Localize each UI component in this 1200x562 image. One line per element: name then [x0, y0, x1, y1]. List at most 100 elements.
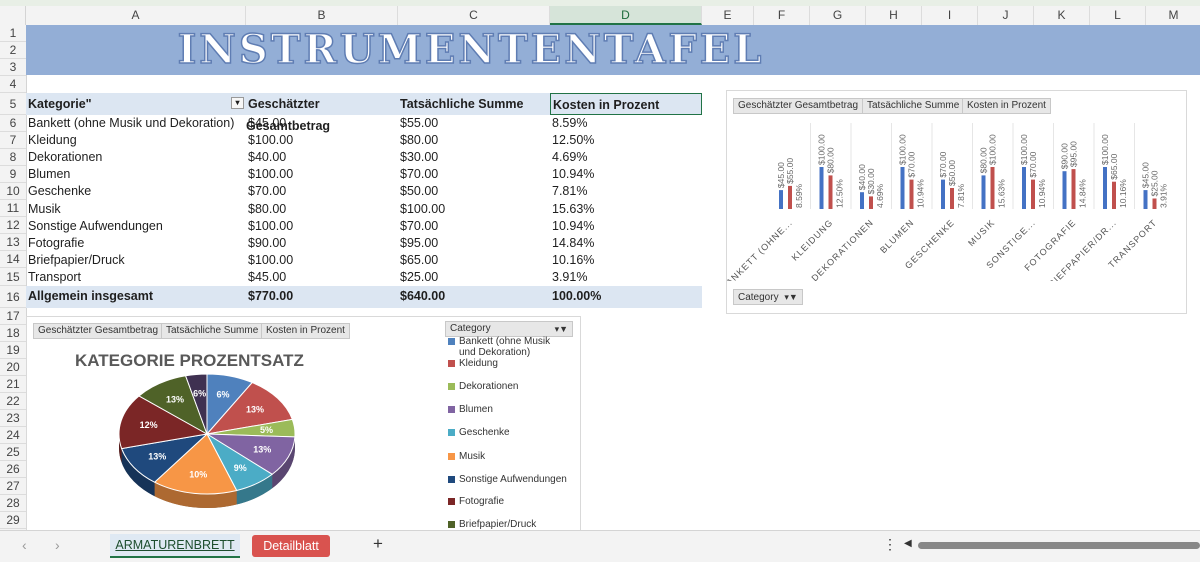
bar-chart-panel[interactable]: Geschätzter Gesamtbetrag Tatsächliche Su…	[726, 90, 1187, 314]
column-header-k[interactable]: K	[1034, 6, 1090, 25]
row-header-28[interactable]: 28	[0, 495, 26, 512]
row-header-15[interactable]: 15	[0, 268, 26, 286]
category-filter-button[interactable]: Category ▾▼	[733, 289, 803, 305]
table-cell[interactable]: Bankett (ohne Musik und Dekoration)	[28, 115, 234, 132]
table-cell[interactable]: $100.00	[248, 166, 293, 183]
row-header-1[interactable]: 1	[0, 25, 26, 42]
legend-item[interactable]: Briefpapier/Druck	[448, 519, 536, 530]
total-percent[interactable]: 100.00%	[552, 288, 601, 305]
row-header-5[interactable]: 5	[0, 93, 26, 115]
scroll-tabs-left-icon[interactable]: ‹	[22, 537, 27, 553]
table-cell[interactable]: $90.00	[248, 235, 286, 252]
legend-item[interactable]: Dekorationen	[448, 381, 518, 392]
column-header-e[interactable]: E	[702, 6, 754, 25]
total-estimated[interactable]: $770.00	[248, 288, 293, 305]
horizontal-scrollbar[interactable]	[918, 542, 1200, 549]
legend-item[interactable]: Geschenke	[448, 427, 510, 438]
sheet-tab-detailblatt[interactable]: Detailblatt	[252, 535, 330, 557]
table-cell[interactable]: $100.00	[248, 218, 293, 235]
column-header-b[interactable]: B	[246, 6, 398, 25]
row-header-4[interactable]: 4	[0, 76, 26, 93]
table-cell[interactable]: Dekorationen	[28, 149, 102, 166]
row-header-11[interactable]: 11	[0, 200, 26, 217]
table-cell[interactable]: $80.00	[248, 201, 286, 218]
table-cell[interactable]: 8.59%	[552, 115, 587, 132]
row-header-12[interactable]: 12	[0, 217, 26, 234]
column-header-i[interactable]: I	[922, 6, 978, 25]
table-cell[interactable]: Briefpapier/Druck	[28, 252, 125, 269]
add-sheet-button[interactable]: +	[373, 534, 383, 554]
table-cell[interactable]: $100.00	[400, 201, 445, 218]
table-cell[interactable]: Fotografie	[28, 235, 84, 252]
filter-dropdown-icon[interactable]: ▾	[231, 97, 244, 109]
row-header-18[interactable]: 18	[0, 325, 26, 342]
table-cell[interactable]: Transport	[28, 269, 81, 286]
legend-item[interactable]: Kleidung	[448, 358, 498, 369]
row-header-23[interactable]: 23	[0, 410, 26, 427]
row-header-16[interactable]: 16	[0, 286, 26, 308]
row-header-22[interactable]: 22	[0, 393, 26, 410]
row-header-7[interactable]: 7	[0, 132, 26, 149]
legend-item[interactable]: Sonstige Aufwendungen	[448, 474, 567, 485]
legend-item[interactable]: Musik	[448, 451, 485, 462]
table-cell[interactable]: 4.69%	[552, 149, 587, 166]
table-cell[interactable]: $40.00	[248, 149, 286, 166]
row-header-17[interactable]: 17	[0, 308, 26, 325]
header-estimated[interactable]: Geschätzter Gesamtbetrag	[246, 93, 398, 115]
table-cell[interactable]: $25.00	[400, 269, 438, 286]
table-cell[interactable]: $70.00	[400, 166, 438, 183]
column-header-d[interactable]: D	[550, 6, 702, 25]
row-header-27[interactable]: 27	[0, 478, 26, 495]
table-cell[interactable]: Blumen	[28, 166, 70, 183]
sheet-tab-armaturenbrett[interactable]: ARMATURENBRETT	[110, 534, 240, 558]
total-actual[interactable]: $640.00	[400, 288, 445, 305]
column-header-f[interactable]: F	[754, 6, 810, 25]
row-header-8[interactable]: 8	[0, 149, 26, 166]
row-header-26[interactable]: 26	[0, 461, 26, 478]
column-header-l[interactable]: L	[1090, 6, 1146, 25]
table-cell[interactable]: 12.50%	[552, 132, 594, 149]
column-header-h[interactable]: H	[866, 6, 922, 25]
pie-field-button-actual[interactable]: Tatsächliche Summe	[161, 323, 263, 339]
column-header-j[interactable]: J	[978, 6, 1034, 25]
pie-field-button-estimated[interactable]: Geschätzter Gesamtbetrag	[33, 323, 163, 339]
table-cell[interactable]: 7.81%	[552, 183, 587, 200]
row-header-9[interactable]: 9	[0, 166, 26, 183]
legend-item[interactable]: Fotografie	[448, 496, 504, 507]
table-cell[interactable]: $80.00	[400, 132, 438, 149]
row-header-19[interactable]: 19	[0, 342, 26, 359]
pie-field-button-percent[interactable]: Kosten in Prozent	[261, 323, 350, 339]
table-cell[interactable]: $100.00	[248, 132, 293, 149]
column-header-c[interactable]: C	[398, 6, 550, 25]
column-header-m[interactable]: M	[1146, 6, 1200, 25]
table-cell[interactable]: 10.94%	[552, 218, 594, 235]
select-all-corner[interactable]	[0, 6, 26, 25]
scroll-left-arrow-icon[interactable]: ◀	[904, 538, 912, 549]
table-cell[interactable]: $100.00	[248, 252, 293, 269]
row-header-25[interactable]: 25	[0, 444, 26, 461]
row-header-2[interactable]: 2	[0, 42, 26, 59]
row-header-14[interactable]: 14	[0, 251, 26, 268]
row-header-20[interactable]: 20	[0, 359, 26, 376]
row-header-6[interactable]: 6	[0, 115, 26, 132]
table-cell[interactable]: $45.00	[248, 269, 286, 286]
table-cell[interactable]: $55.00	[400, 115, 438, 132]
scroll-tabs-right-icon[interactable]: ›	[55, 537, 60, 553]
row-header-29[interactable]: 29	[0, 512, 26, 529]
row-header-10[interactable]: 10	[0, 183, 26, 200]
table-cell[interactable]: Musik	[28, 201, 61, 218]
table-cell[interactable]: Sonstige Aufwendungen	[28, 218, 163, 235]
table-cell[interactable]: $65.00	[400, 252, 438, 269]
table-cell[interactable]: 3.91%	[552, 269, 587, 286]
table-cell[interactable]: $70.00	[400, 218, 438, 235]
table-cell[interactable]: Kleidung	[28, 132, 77, 149]
table-cell[interactable]: $95.00	[400, 235, 438, 252]
table-cell[interactable]: 15.63%	[552, 201, 594, 218]
row-header-24[interactable]: 24	[0, 427, 26, 444]
more-options-icon[interactable]: ⋮	[883, 536, 897, 553]
legend-item[interactable]: Bankett (ohne Musik und Dekoration)	[448, 336, 569, 358]
header-kategorie[interactable]: Kategorie" ▾	[26, 93, 246, 115]
table-cell[interactable]: $70.00	[248, 183, 286, 200]
table-cell[interactable]: $30.00	[400, 149, 438, 166]
row-header-21[interactable]: 21	[0, 376, 26, 393]
